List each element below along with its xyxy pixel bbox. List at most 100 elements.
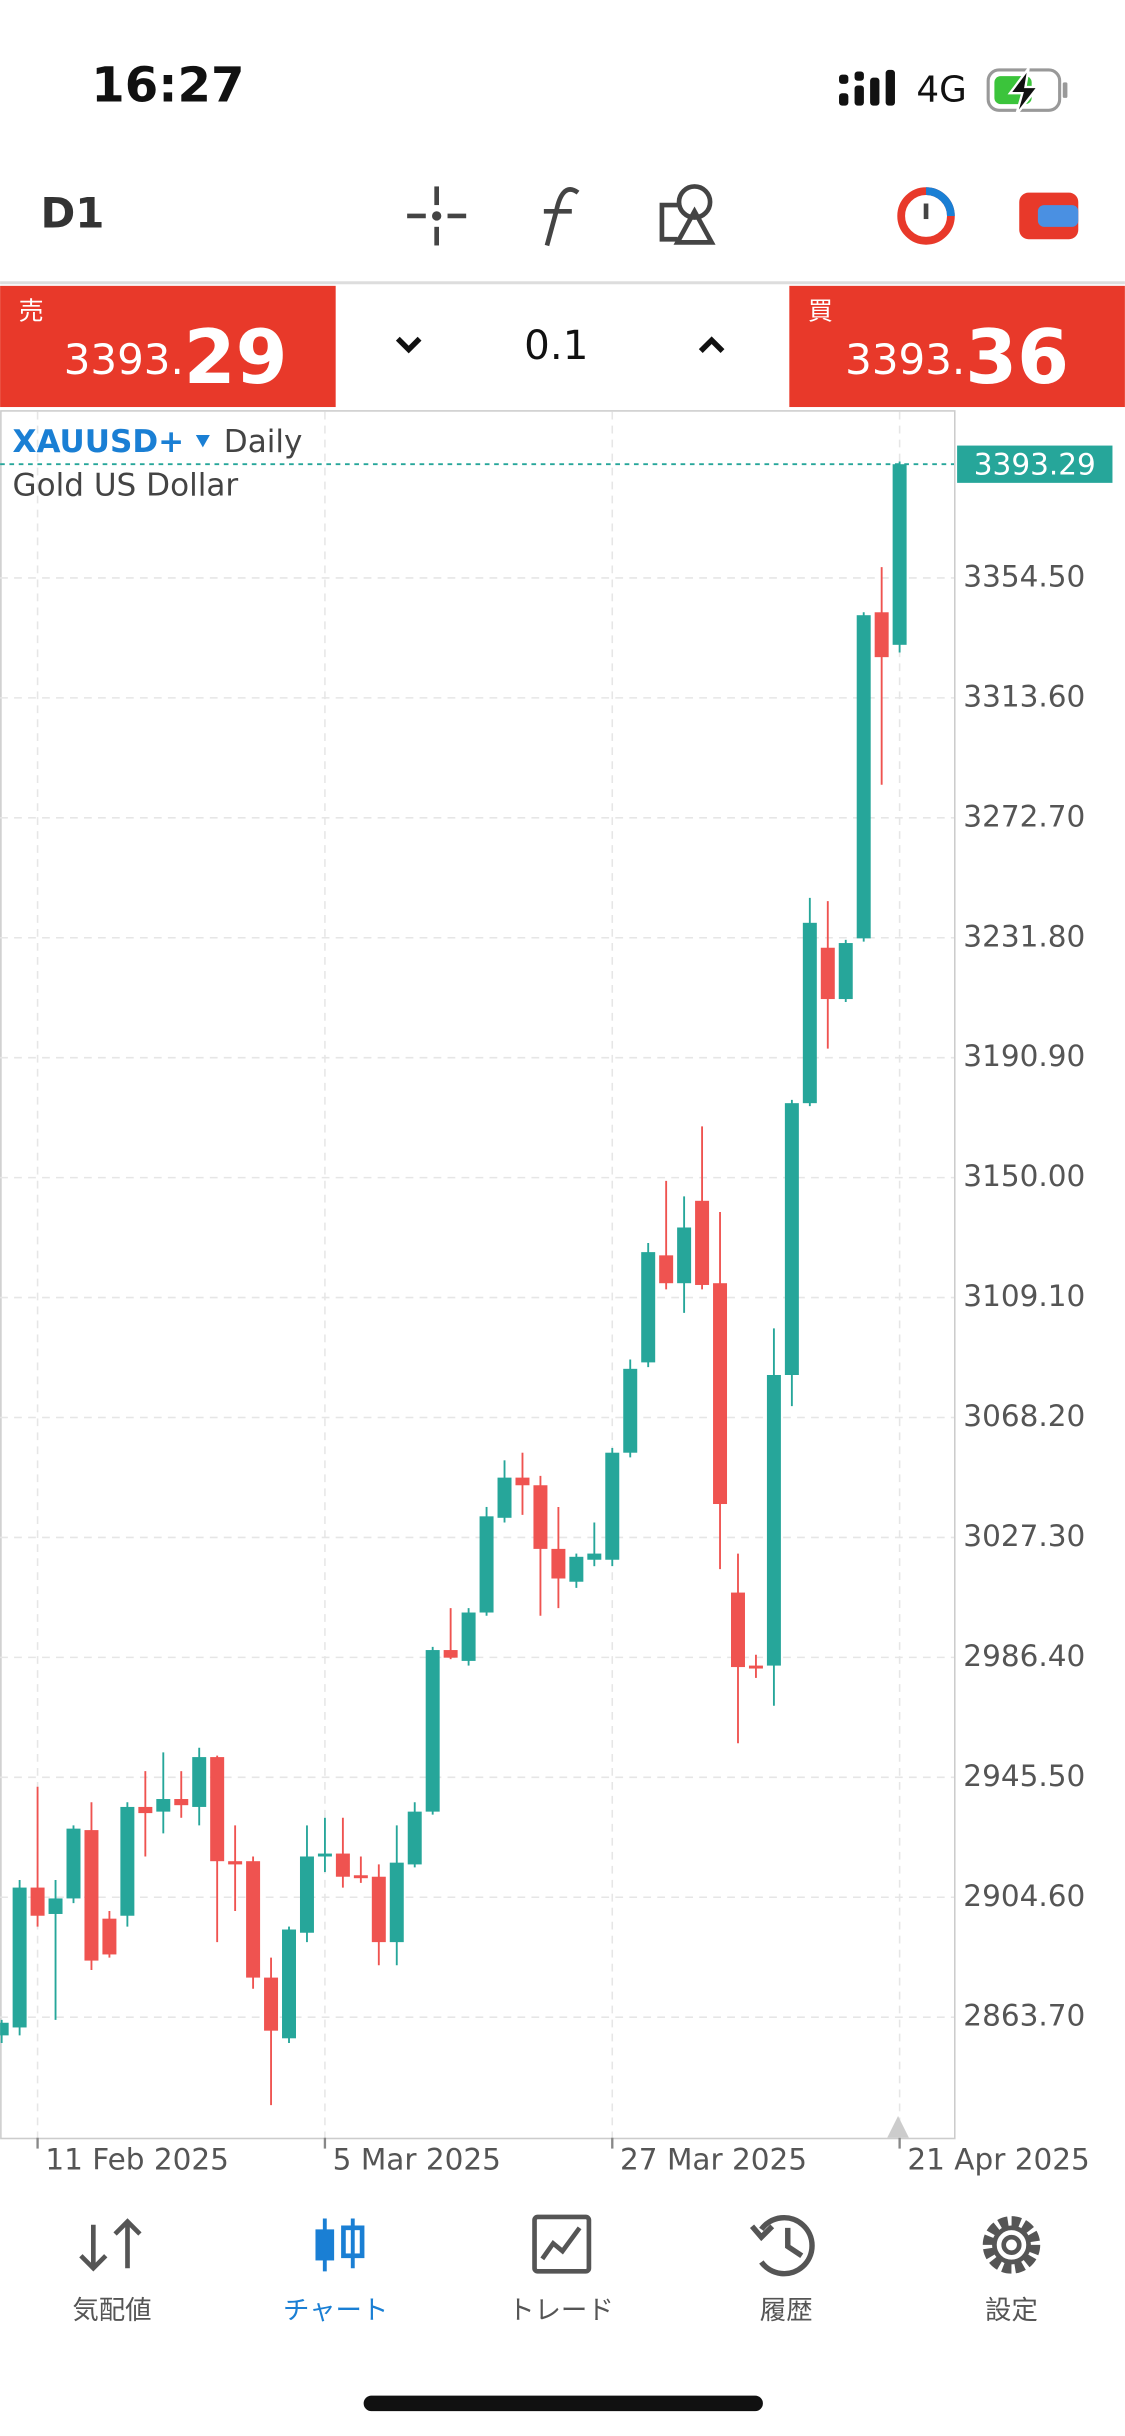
candle-body [838,943,853,1000]
chart-frame [0,410,956,2140]
signal-icon [839,69,895,106]
y-tick-label: 3313.60 [963,679,1085,713]
candle-body [407,1811,422,1865]
candle-body [282,1929,297,2039]
buy-button[interactable] [789,285,1125,408]
candle-body [210,1757,225,1862]
candle-body [892,464,907,645]
candle-body [641,1252,656,1363]
sell-button[interactable] [0,285,336,408]
candle-body [748,1665,763,1669]
y-tick-label: 2945.50 [963,1759,1085,1793]
candle-body [66,1828,81,1899]
y-tick-label: 3190.90 [963,1039,1085,1073]
sell-price-big: 29 [184,313,288,400]
indicator-button[interactable] [543,187,580,247]
candle-body [820,947,835,1000]
candle-body [353,1875,368,1879]
candle-body [246,1861,261,1978]
candle-body [677,1227,692,1284]
candle-body [102,1918,117,1955]
candle-body [784,1103,799,1375]
tab-label[interactable]: 設定 [985,2295,1038,2326]
y-tick-label: 3068.20 [963,1399,1085,1433]
x-tick-label: 21 Apr 2025 [907,2143,1089,2177]
volume-up[interactable] [698,336,725,354]
candle-body [461,1612,476,1661]
candle-body [659,1255,674,1284]
quotes-icon [79,2218,142,2272]
candle-body [156,1799,171,1812]
candle-body [335,1853,350,1877]
candle-body [569,1556,584,1582]
y-tick-label: 3027.30 [963,1519,1085,1553]
period-button[interactable] [897,187,955,245]
tab-label[interactable]: トレード [508,2295,614,2326]
last-price-badge [957,445,1113,483]
last-price-label: 3393.29 [974,447,1096,481]
candle-body [317,1853,332,1857]
candle-body [371,1876,386,1943]
candle-body [299,1856,314,1933]
y-tick-label: 3150.00 [963,1159,1085,1193]
shift-marker [887,2115,909,2138]
settings-icon [982,2216,1041,2274]
tab-label[interactable]: 履歴 [760,2295,813,2326]
buy-price-main: 3393. [845,334,965,383]
candle-body [802,922,817,1104]
y-tick-label: 3109.10 [963,1279,1085,1313]
y-tick-label: 3354.50 [963,559,1085,593]
candle-body [479,1516,494,1613]
x-tick-label: 27 Mar 2025 [620,2143,807,2177]
objects-button[interactable] [659,184,716,245]
x-tick-label: 11 Feb 2025 [45,2143,229,2177]
candle-body [192,1757,207,1807]
buy-price: 3393.36 [845,313,1069,400]
history-icon [749,2215,815,2277]
volume[interactable]: 0.1 [524,322,588,369]
candle-body [389,1862,404,1943]
grid [0,411,954,2138]
symbol-dropdown[interactable] [195,435,210,448]
candle-body [515,1477,530,1486]
candle-body [30,1887,45,1916]
candle-body [874,612,889,658]
candle-body [856,615,871,939]
candle-body [731,1592,745,1668]
one-click-button[interactable] [1019,192,1079,240]
y-tick-label: 3272.70 [963,799,1085,833]
status-time: 16:27 [91,58,244,114]
candle-body [695,1200,710,1285]
volume-down[interactable] [395,336,422,354]
candle-body [120,1806,135,1916]
tab-label[interactable]: チャート [283,2295,388,2326]
candle-body [533,1485,548,1549]
tab-label[interactable]: 気配値 [72,2295,151,2326]
sell-price: 3393.29 [64,313,288,400]
candle-body [766,1374,781,1666]
candle-body [497,1477,512,1518]
tab-bar: 気配値 チャート トレード 履歴 設定 [72,2214,1041,2326]
candle-body [174,1799,189,1806]
candle-body [12,1887,27,2028]
y-tick-label: 2986.40 [963,1639,1085,1673]
sell-price-main: 3393. [64,334,184,383]
candle-body [623,1368,638,1453]
timeframe[interactable]: D1 [40,188,104,237]
battery-icon [986,67,1068,116]
candle-body [605,1452,620,1560]
candle-body [443,1650,458,1658]
period: Daily [224,424,303,460]
candle-body [228,1861,243,1865]
home-indicator [363,2395,763,2412]
y-tick-label: 2904.60 [963,1879,1085,1913]
candles [0,461,907,2106]
crosshair-button[interactable] [407,186,467,246]
candle-body [587,1553,602,1560]
candle-body [0,2022,9,2036]
symbol[interactable]: XAUUSD+ [13,424,185,460]
buy-label: 買 [808,296,833,325]
x-tick-label: 5 Mar 2025 [333,2143,501,2177]
